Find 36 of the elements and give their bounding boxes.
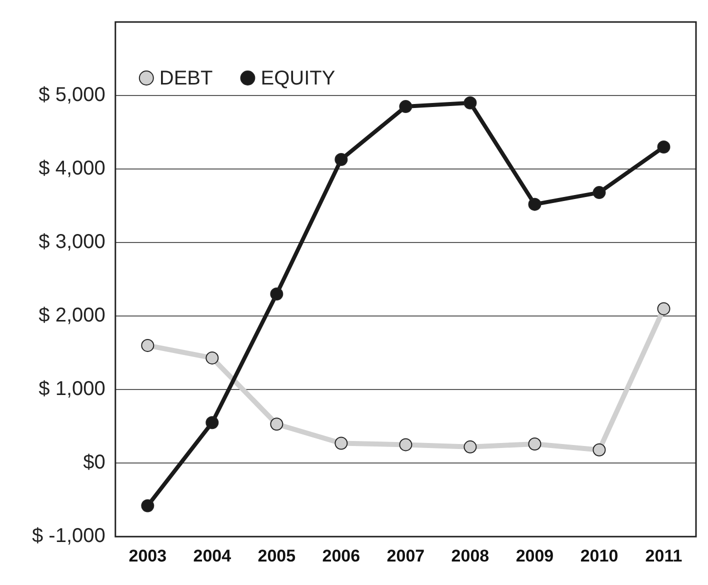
point	[206, 416, 219, 430]
x-tick-label: 2009	[516, 546, 554, 566]
point	[334, 152, 348, 166]
x-tick-label: 2011	[645, 546, 682, 566]
y-tick-label: $ 1,000	[38, 378, 106, 400]
y-tick-label: $ 4,000	[38, 158, 106, 180]
point	[270, 418, 284, 431]
legend-label: EQUITY	[260, 68, 336, 90]
y-tick-label: $ 5,000	[38, 84, 106, 106]
point	[399, 438, 412, 452]
point	[528, 198, 542, 211]
point	[141, 499, 154, 512]
point	[206, 351, 219, 364]
point	[399, 100, 412, 114]
point	[270, 288, 284, 301]
point	[464, 96, 477, 110]
y-tick-label: $ 2,000	[38, 304, 106, 327]
x-tick-label: 2003	[128, 546, 167, 566]
point	[528, 437, 542, 450]
point	[657, 302, 670, 316]
y-tick-label: $ 3,000	[38, 231, 106, 254]
point	[592, 186, 606, 200]
x-tick-label: 2005	[258, 546, 296, 566]
legend-label: DEBT	[159, 68, 213, 90]
point	[464, 440, 477, 454]
y-tick-label: $ -1,000	[32, 525, 106, 548]
x-tick-label: 2006	[322, 546, 360, 566]
point	[592, 443, 606, 456]
point	[657, 140, 670, 154]
y-tick-label: $0	[83, 452, 106, 474]
x-tick-label: 2010	[580, 546, 618, 566]
point	[141, 338, 154, 352]
point	[334, 436, 348, 450]
x-tick-label: 2004	[193, 546, 232, 566]
x-tick-label: 2007	[386, 546, 425, 566]
x-tick-label: 2008	[451, 546, 490, 566]
